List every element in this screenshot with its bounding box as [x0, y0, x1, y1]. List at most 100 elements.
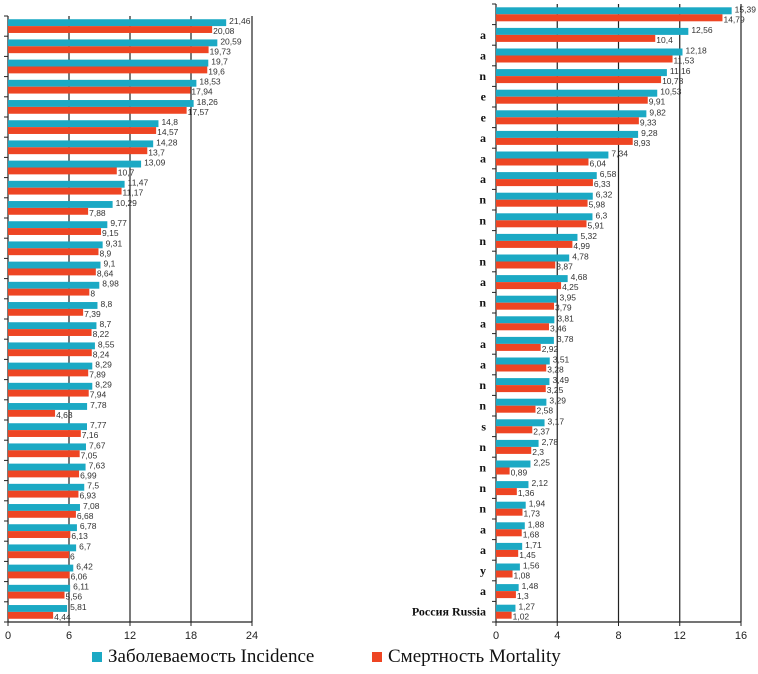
data-label-mortality: 6,68 [77, 511, 94, 521]
data-label-incidence: 19,7 [211, 57, 228, 67]
data-label-mortality: 10,78 [662, 76, 684, 86]
data-label-incidence: 6,7 [79, 541, 91, 551]
bar-incidence [8, 100, 194, 107]
category-label: n [479, 440, 486, 454]
data-label-incidence: 13,09 [144, 158, 166, 168]
bar-mortality [496, 385, 546, 393]
bar-incidence [8, 19, 227, 27]
data-label-mortality: 11,53 [674, 56, 695, 66]
bar-incidence [496, 604, 516, 612]
bar-mortality [496, 405, 536, 413]
data-label-incidence: 2,12 [531, 478, 548, 488]
data-label-mortality: 1,45 [519, 550, 536, 560]
data-label-mortality: 3,25 [547, 385, 564, 395]
bar-incidence [496, 501, 526, 509]
data-label-incidence: 8,29 [95, 360, 112, 370]
bar-mortality [496, 508, 523, 516]
bar-incidence [496, 295, 557, 303]
data-label-incidence: 9,28 [641, 128, 658, 138]
bar-incidence [8, 79, 197, 87]
data-label-incidence: 2,78 [542, 437, 559, 447]
category-label: n [479, 193, 486, 207]
data-label-mortality: 7,89 [89, 370, 106, 380]
data-label-incidence: 12,56 [691, 25, 713, 35]
bar-incidence [496, 398, 547, 406]
data-label-incidence: 12,18 [686, 46, 708, 56]
data-label-mortality: 17,57 [188, 107, 210, 117]
x-tick-label: 6 [66, 630, 72, 642]
data-label-incidence: 7,78 [90, 400, 107, 410]
bar-incidence [496, 357, 550, 365]
bar-incidence [8, 423, 87, 431]
data-label-mortality: 8,22 [93, 329, 110, 339]
bar-mortality [496, 199, 588, 207]
data-label-incidence: 1,88 [528, 519, 545, 529]
bar-mortality [496, 323, 549, 331]
category-label: n [479, 461, 486, 475]
data-label-incidence: 2,25 [533, 458, 550, 468]
category-label: n [479, 255, 486, 269]
bar-incidence [496, 563, 520, 571]
data-label-incidence: 6,32 [596, 190, 613, 200]
bar-incidence [496, 275, 568, 283]
bar-mortality [496, 55, 673, 63]
legend-incidence-label: Заболеваемость Incidence [108, 646, 315, 667]
data-label-mortality: 14,57 [157, 127, 179, 137]
bar-incidence [496, 378, 550, 386]
bar-mortality [8, 409, 56, 417]
bar-mortality [496, 158, 589, 166]
bar-mortality [496, 14, 723, 22]
bar-incidence [8, 201, 113, 208]
data-label-incidence: 20,59 [220, 36, 242, 46]
bar-mortality [496, 34, 656, 42]
bar-incidence [8, 39, 218, 47]
bar-incidence [8, 59, 209, 67]
bar-mortality [8, 430, 81, 437]
bar-mortality [8, 611, 54, 619]
data-label-incidence: 7,34 [611, 149, 628, 159]
bar-incidence [496, 27, 689, 35]
data-label-incidence: 3,29 [549, 396, 566, 406]
data-label-incidence: 15,39 [735, 4, 757, 14]
bar-mortality [8, 127, 157, 134]
data-label-mortality: 1,3 [517, 591, 529, 601]
bar-incidence [8, 483, 85, 491]
bar-incidence [496, 89, 658, 97]
data-label-mortality: 14,79 [723, 14, 745, 24]
data-label-mortality: 1,02 [513, 612, 530, 622]
category-label: n [479, 378, 486, 392]
data-label-mortality: 19,73 [210, 46, 232, 56]
bar-incidence [496, 69, 667, 77]
data-label-incidence: 3,95 [559, 293, 576, 303]
x-tick-label: 24 [246, 630, 258, 642]
bar-mortality [496, 240, 573, 248]
data-label-mortality: 7,88 [89, 208, 106, 218]
bar-mortality [8, 248, 99, 256]
bar-incidence [8, 180, 125, 188]
category-label: a [480, 337, 486, 351]
bar-mortality [496, 137, 633, 145]
data-label-incidence: 14,28 [156, 137, 178, 147]
bar-mortality [8, 228, 102, 235]
x-tick-label: 16 [735, 630, 747, 642]
bar-incidence [8, 261, 101, 269]
bar-incidence [8, 403, 88, 410]
data-label-incidence: 8,29 [95, 380, 112, 390]
data-label-incidence: 3,78 [557, 334, 574, 344]
data-label-mortality: 3,46 [550, 323, 567, 333]
bar-mortality [496, 488, 517, 496]
bar-incidence [8, 120, 159, 128]
category-label: n [479, 69, 486, 83]
data-label-mortality: 4,44 [54, 612, 71, 622]
bar-mortality [8, 288, 90, 296]
x-tick-label: 18 [185, 630, 197, 642]
data-label-mortality: 3,87 [556, 262, 573, 272]
data-label-mortality: 8,64 [97, 269, 114, 279]
data-label-mortality: 20,08 [213, 26, 235, 36]
data-label-mortality: 2,3 [532, 447, 544, 457]
bar-mortality [496, 426, 533, 434]
data-label-mortality: 3,28 [547, 365, 564, 375]
data-label-mortality: 5,91 [587, 220, 604, 230]
data-label-incidence: 9,1 [104, 259, 116, 269]
